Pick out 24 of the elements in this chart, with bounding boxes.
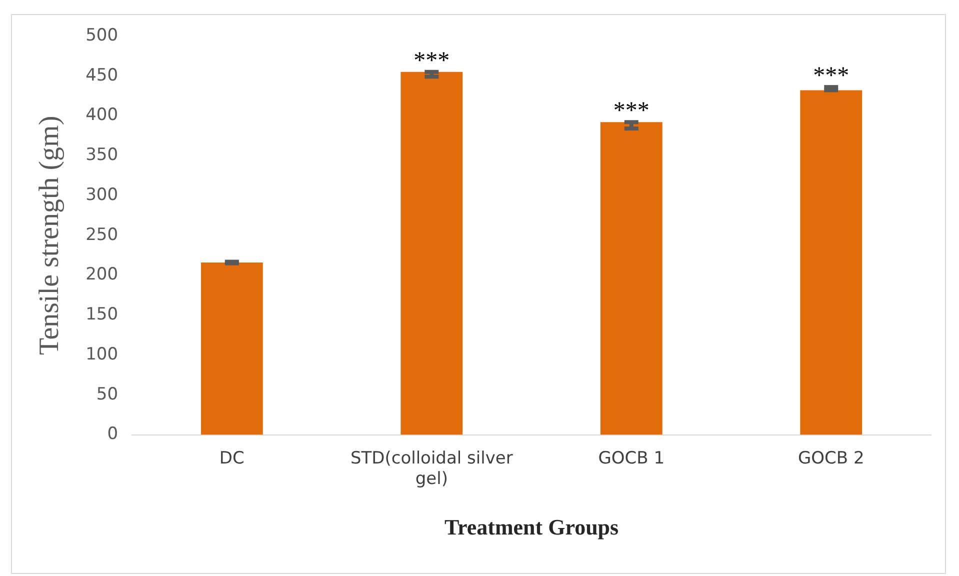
y-axis-title: Tensile strength (gm) — [34, 116, 66, 355]
x-tick-label: GOCB 2 — [798, 448, 864, 468]
y-tick-label: 100 — [86, 344, 118, 364]
y-tick-label: 300 — [86, 184, 118, 205]
bar — [600, 122, 662, 435]
annotation: *** — [414, 48, 450, 74]
x-axis-title: Treatment Groups — [444, 514, 620, 540]
x-tick-label: STD(colloidal silver gel) — [350, 448, 513, 489]
y-tick-label: 200 — [86, 264, 118, 285]
x-tick-label: GOCB 1 — [598, 448, 665, 468]
annotation: *** — [813, 63, 850, 90]
bar — [400, 72, 463, 435]
y-tick-label: 500 — [86, 25, 118, 46]
bar — [800, 90, 862, 435]
y-tick-label: 450 — [86, 65, 118, 86]
x-tick-label: DC — [219, 448, 244, 468]
y-tick-label: 400 — [86, 105, 118, 126]
y-tick-label: 0 — [107, 424, 118, 444]
y-tick-label: 350 — [86, 145, 118, 166]
y-tick-label: 50 — [96, 384, 118, 404]
y-tick-label: 250 — [86, 224, 118, 245]
bar — [200, 262, 263, 435]
y-tick-label: 150 — [86, 304, 118, 325]
annotation: *** — [613, 98, 650, 124]
